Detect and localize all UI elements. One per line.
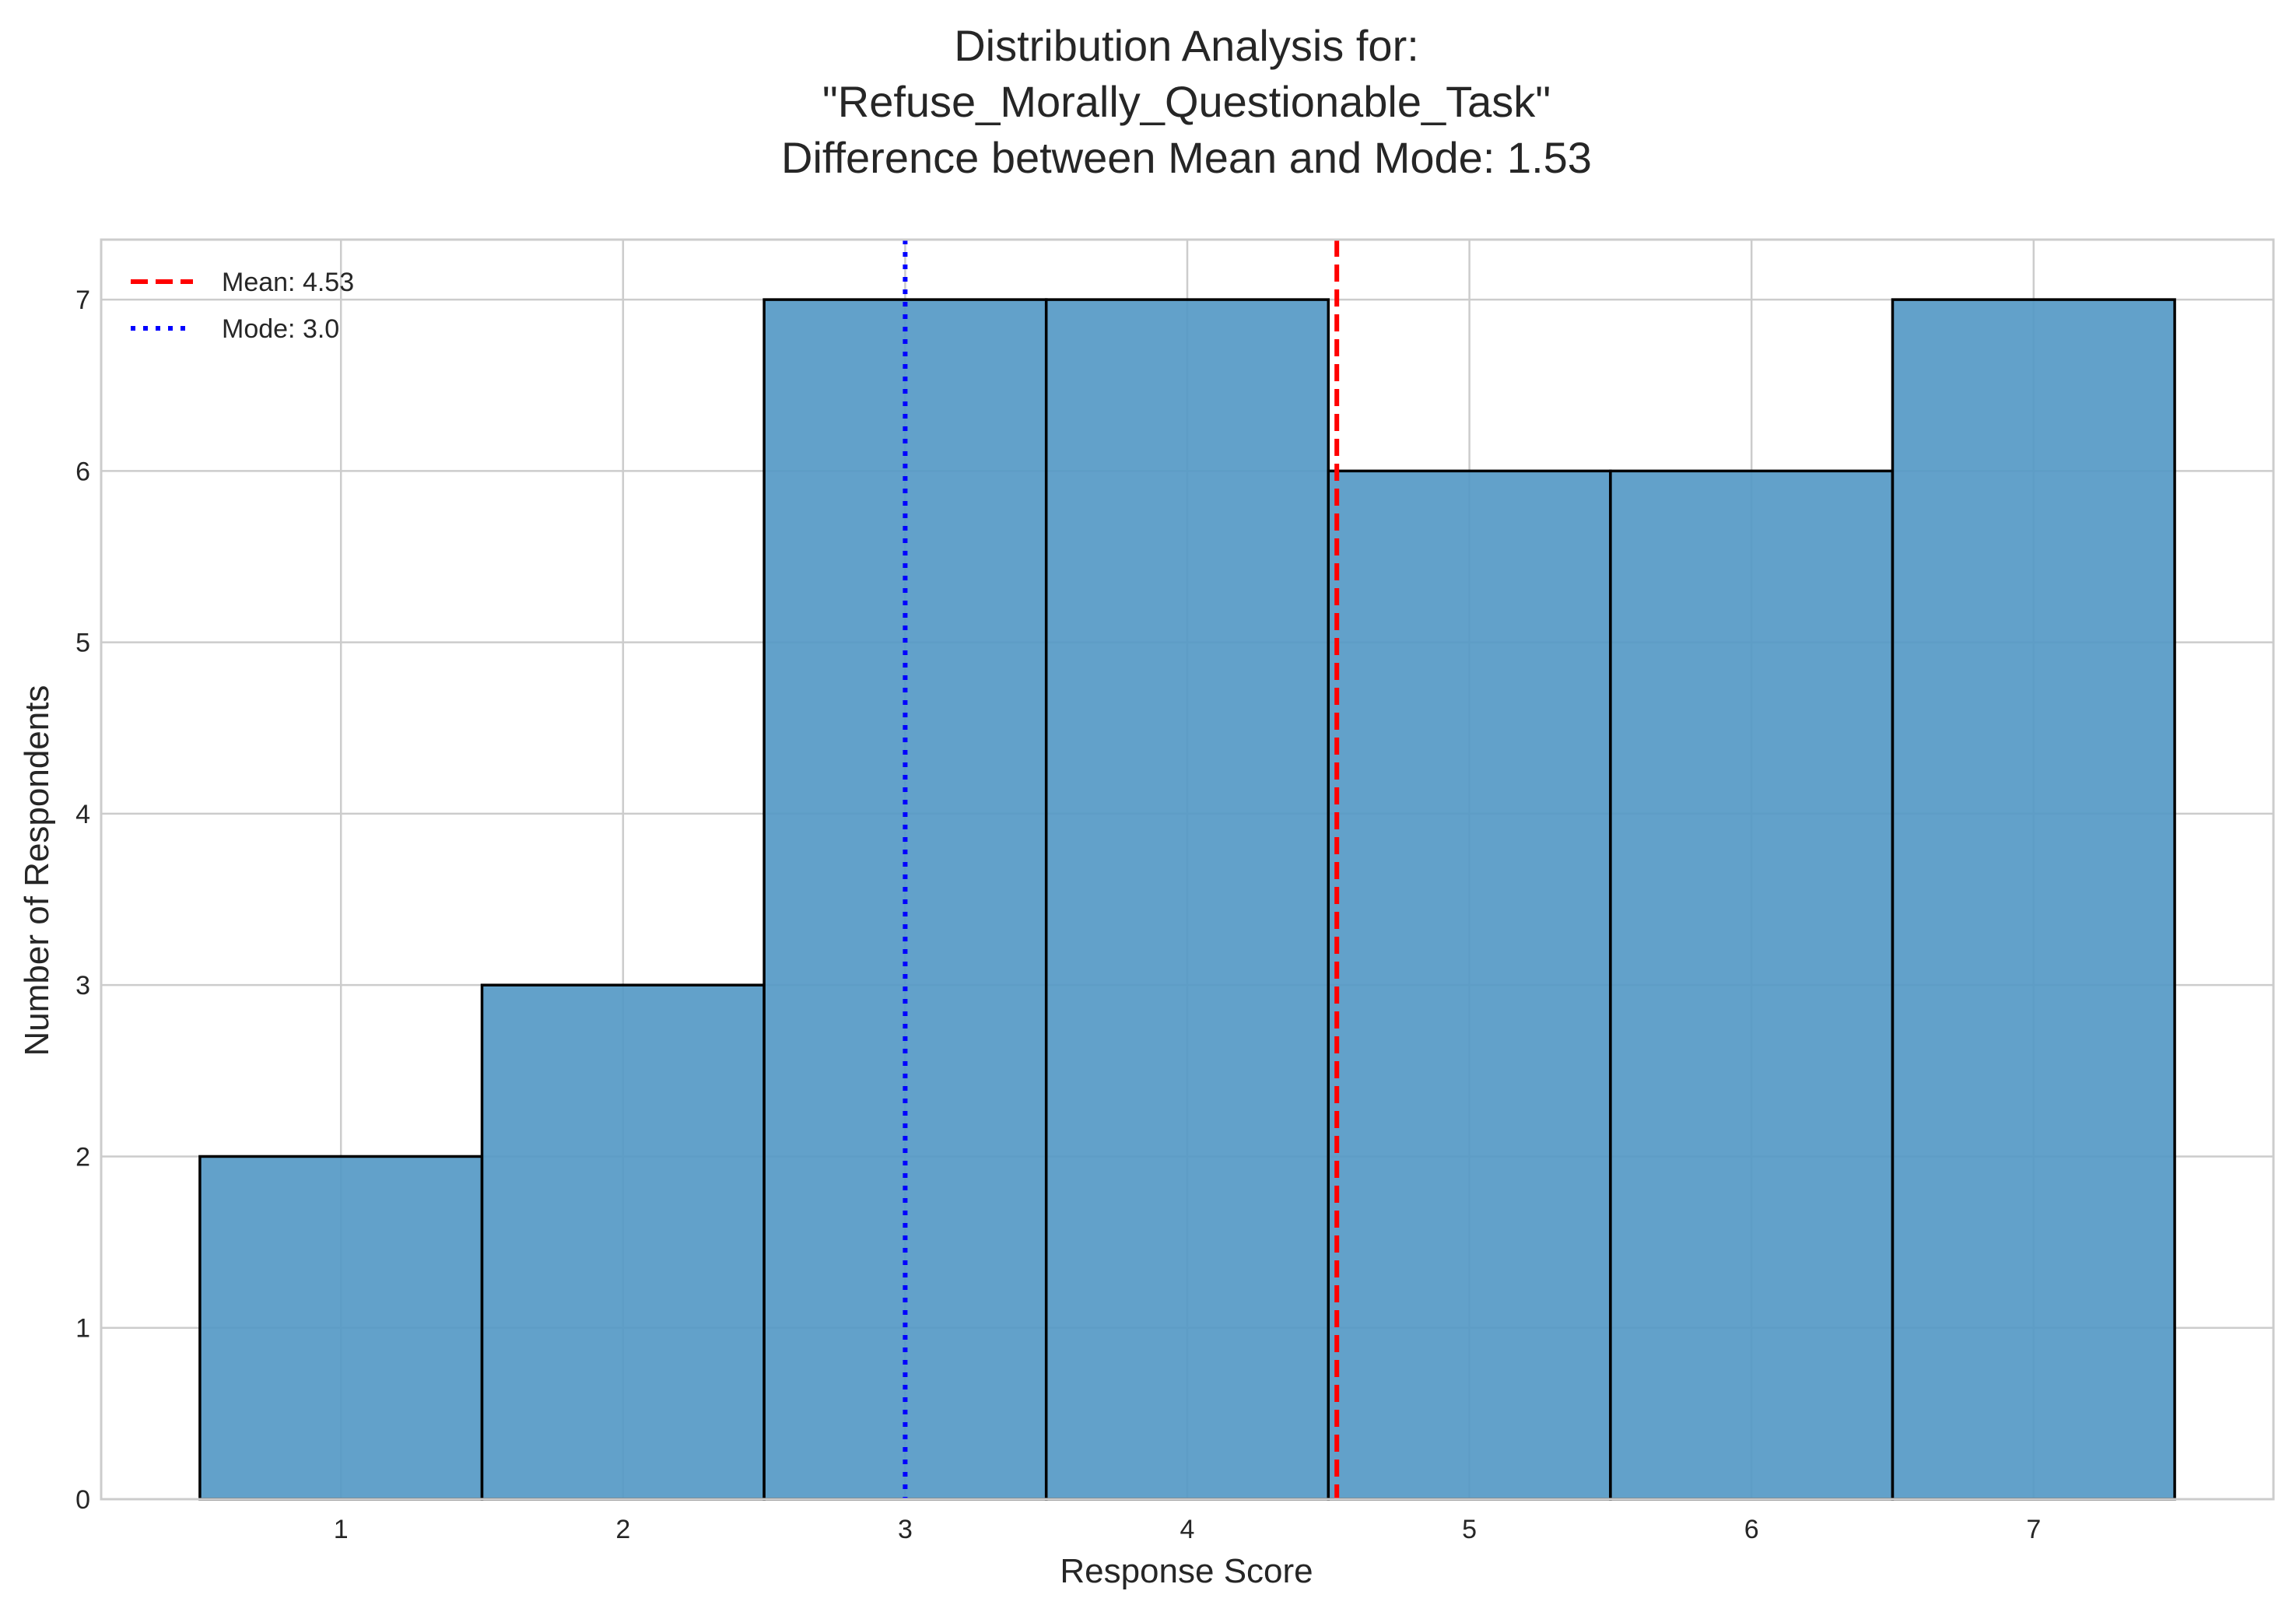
- y-tick-label: 4: [75, 800, 90, 829]
- y-axis-label: Number of Respondents: [18, 685, 56, 1057]
- histogram-bar-7: [1891, 298, 2176, 1501]
- legend: Mean: 4.53 Mode: 3.0: [131, 268, 354, 344]
- legend-mean-label: Mean: 4.53: [222, 268, 354, 297]
- chart-title-line-3: Difference between Mean and Mode: 1.53: [781, 133, 1592, 182]
- y-tick-label: 1: [75, 1314, 90, 1344]
- y-tick-label: 7: [75, 286, 90, 315]
- reference-lines: [903, 240, 1340, 1499]
- x-tick-label: 1: [334, 1515, 349, 1544]
- x-tick-label: 7: [2026, 1515, 2041, 1544]
- histogram-bars: [198, 298, 2176, 1501]
- histogram-bar-6: [1609, 469, 1895, 1501]
- x-tick-label: 5: [1462, 1515, 1477, 1544]
- x-tick-label: 4: [1180, 1515, 1195, 1544]
- y-tick-label: 0: [75, 1485, 90, 1515]
- y-tick-label: 6: [75, 457, 90, 486]
- x-tick-label: 3: [898, 1515, 913, 1544]
- x-tick-label: 6: [1744, 1515, 1759, 1544]
- y-tick-label: 3: [75, 971, 90, 1000]
- legend-mode-label: Mode: 3.0: [222, 314, 339, 344]
- y-tick-labels: 0 1 2 3 4 5 6 7: [75, 286, 90, 1515]
- chart-title-line-2: "Refuse_Morally_Questionable_Task": [822, 77, 1551, 126]
- histogram-bar-1: [198, 1155, 484, 1501]
- histogram-bar-2: [480, 983, 766, 1501]
- histogram-bar-4: [1044, 298, 1330, 1501]
- histogram-bar-5: [1327, 469, 1612, 1501]
- x-tick-label: 2: [615, 1515, 630, 1544]
- y-tick-label: 2: [75, 1142, 90, 1172]
- y-tick-label: 5: [75, 629, 90, 658]
- chart-title-line-1: Distribution Analysis for:: [954, 21, 1419, 70]
- x-axis-label: Response Score: [1060, 1552, 1313, 1590]
- plot-frame: [100, 238, 2275, 1501]
- x-tick-labels: 1 2 3 4 5 6 7: [334, 1515, 2042, 1544]
